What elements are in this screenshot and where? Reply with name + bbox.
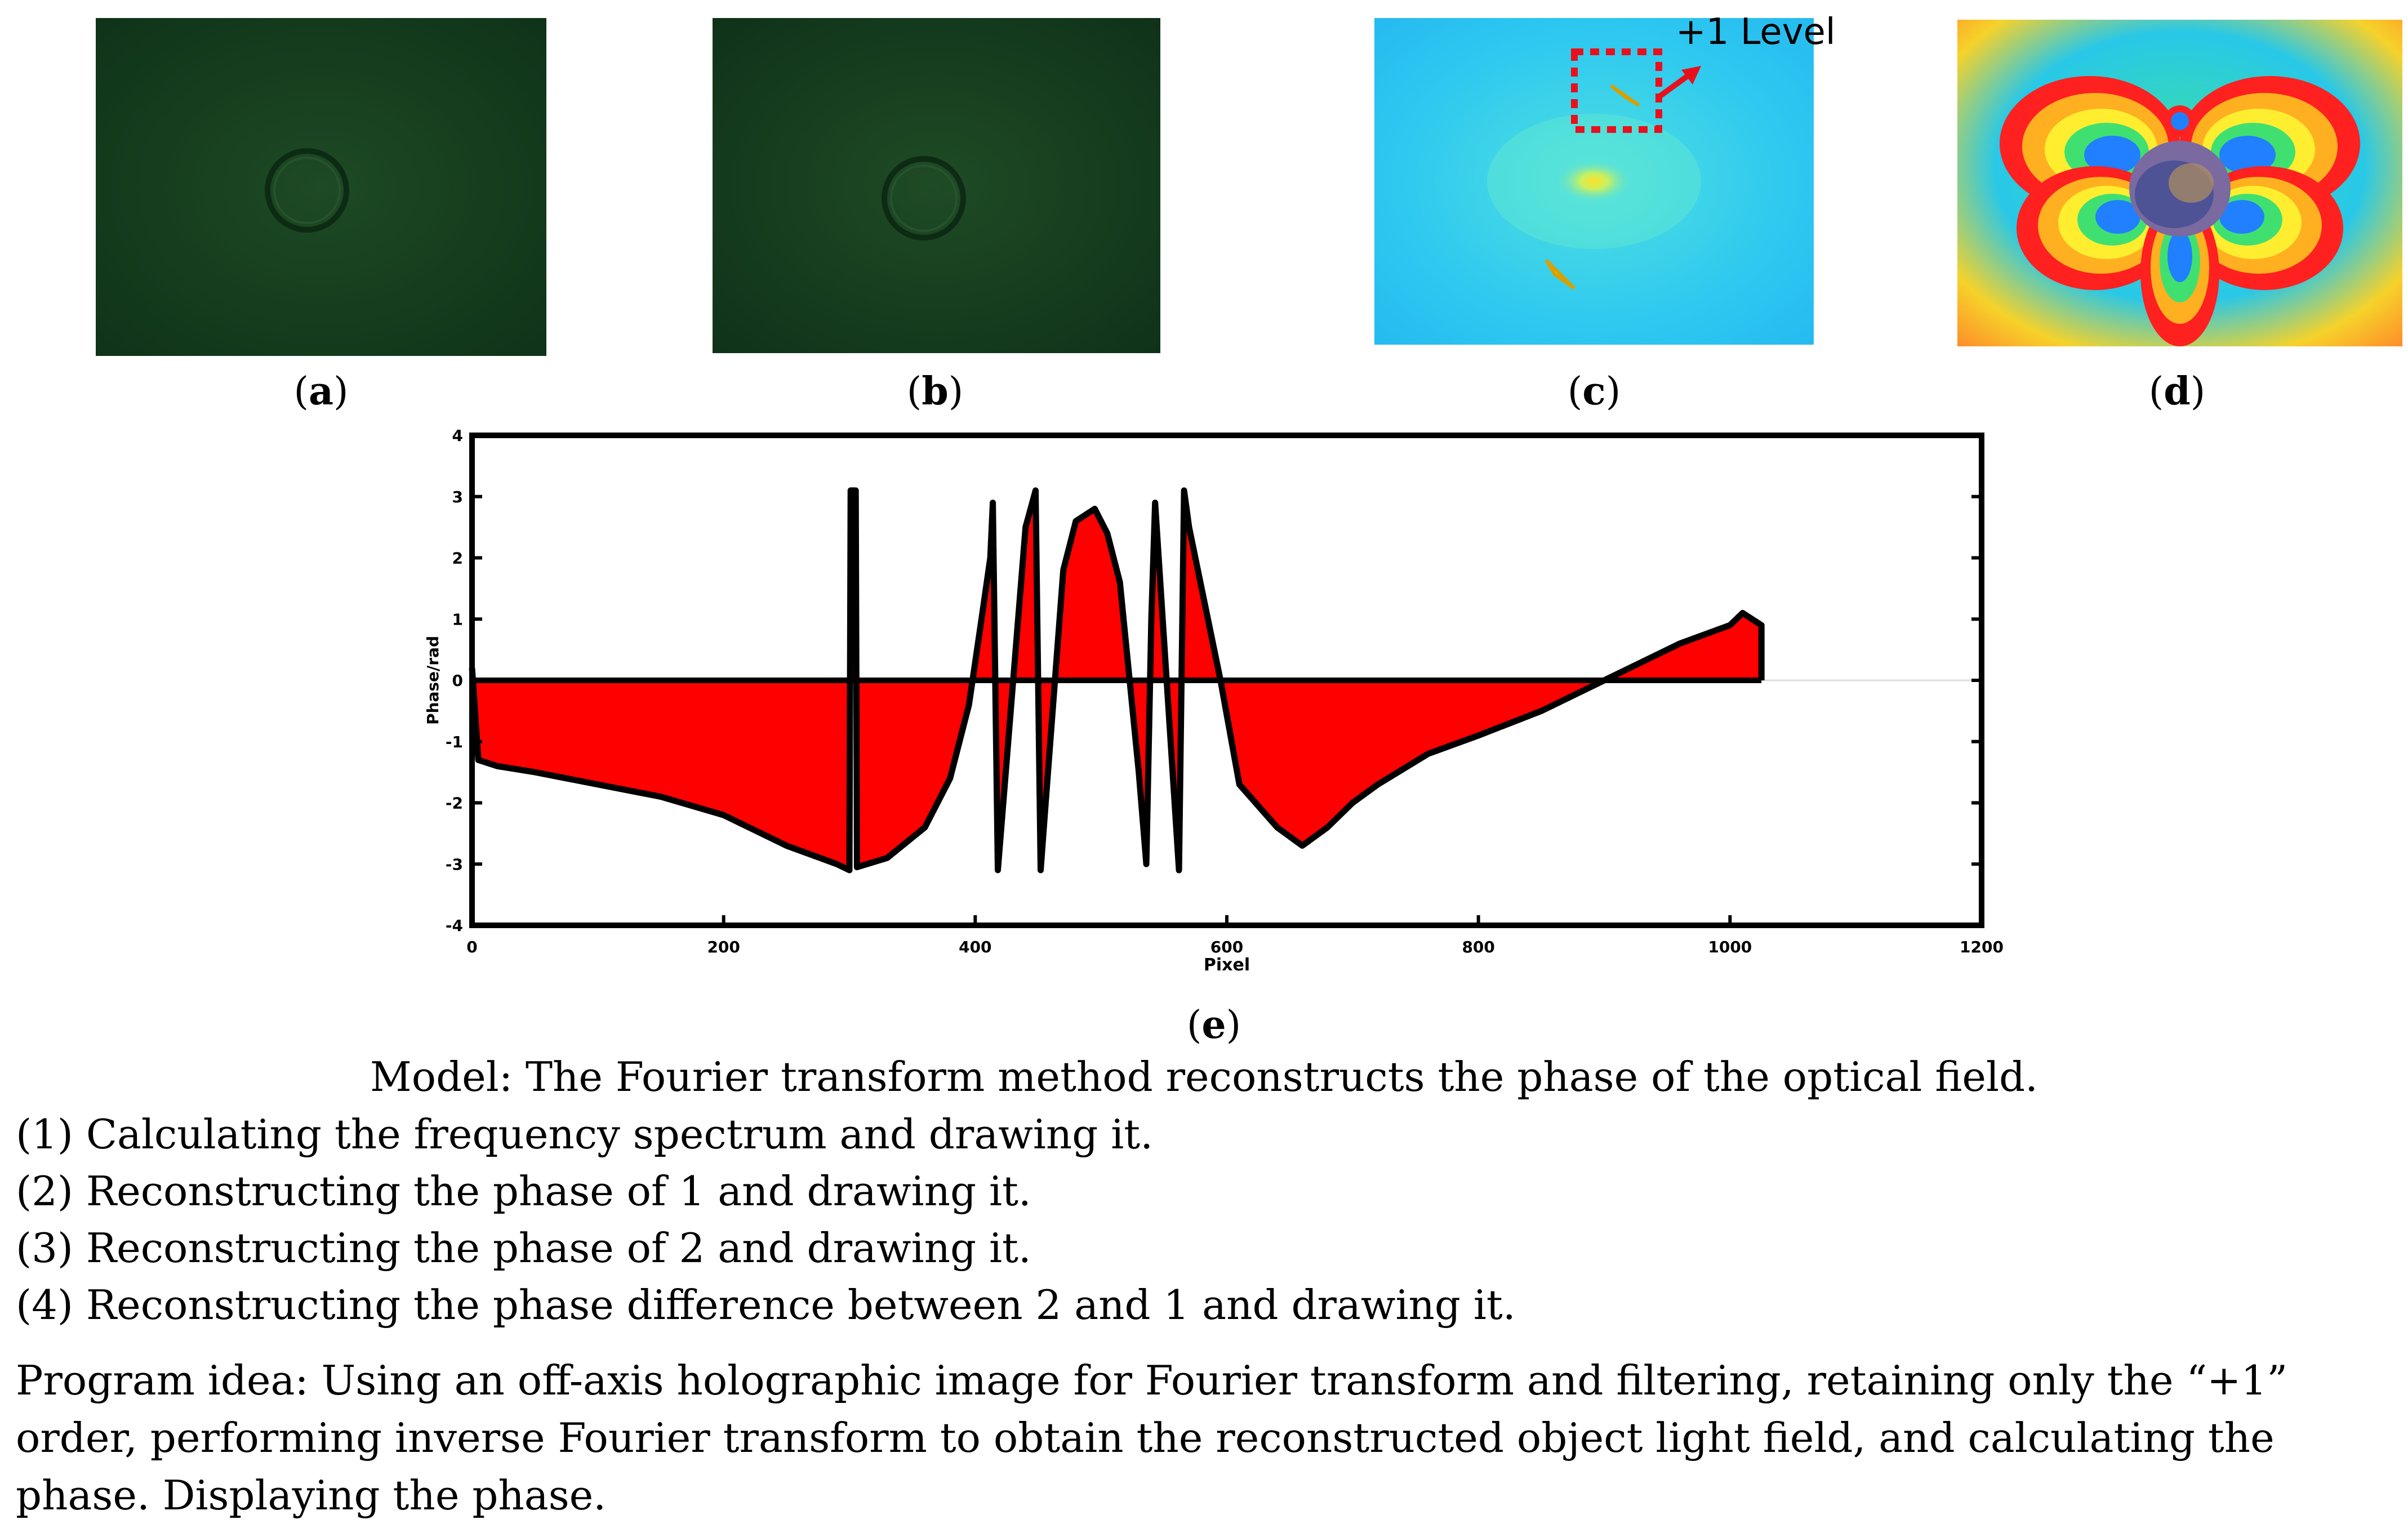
y-tick-label: 4 <box>452 426 463 445</box>
step-2: (2) Reconstructing the phase of 1 and dr… <box>16 1167 1031 1215</box>
y-tick-label: 1 <box>452 610 463 629</box>
panel-label-e: (e) <box>1186 1002 1241 1048</box>
step-1: (1) Calculating the frequency spectrum a… <box>16 1111 1154 1158</box>
program-idea-paragraph: Program idea: Using an off-axis holograp… <box>16 1357 2288 1519</box>
x-tick-label: 800 <box>1462 938 1494 956</box>
model-caption: Model: The Fourier transform method reco… <box>370 1053 2038 1100</box>
x-tick-label: 200 <box>707 938 740 956</box>
plus-one-level-annotation: +1 Level <box>1676 11 1836 53</box>
x-tick-label: 1000 <box>1708 938 1752 956</box>
panel-label-b: (b) <box>906 369 964 414</box>
y-tick-label: -3 <box>446 855 463 874</box>
y-tick-label: 0 <box>452 671 463 690</box>
x-tick-label: 400 <box>959 938 991 956</box>
hologram-image-a <box>96 18 546 356</box>
x-axis-label: Pixel <box>1204 955 1250 975</box>
step-4: (4) Reconstructing the phase difference … <box>16 1281 1516 1329</box>
frequency-spectrum-image-c <box>1374 18 1814 345</box>
x-tick-label: 0 <box>466 938 477 956</box>
phase-difference-image-d <box>1957 20 2402 346</box>
y-axis-label: Phase/rad <box>424 636 442 725</box>
step-3: (3) Reconstructing the phase of 2 and dr… <box>16 1224 1031 1272</box>
y-tick-label: 3 <box>452 488 463 506</box>
y-tick-label: -2 <box>446 794 463 813</box>
y-tick-label: 2 <box>452 549 463 568</box>
phase-series-line <box>469 487 1765 874</box>
x-tick-label: 600 <box>1210 938 1243 956</box>
x-tick-label: 1200 <box>1960 938 2004 956</box>
y-tick-label: -1 <box>446 733 463 751</box>
hologram-image-b <box>713 18 1160 353</box>
panel-label-c: (c) <box>1567 369 1621 414</box>
panel-label-d: (d) <box>2148 369 2206 414</box>
y-tick-label: -4 <box>446 916 463 935</box>
panel-label-a: (a) <box>293 369 349 414</box>
phase-chart: 0 200 400 600 800 1000 1200 -4 -3 -2 -1 0 1 2 3 4 Pixe… <box>424 426 2004 975</box>
